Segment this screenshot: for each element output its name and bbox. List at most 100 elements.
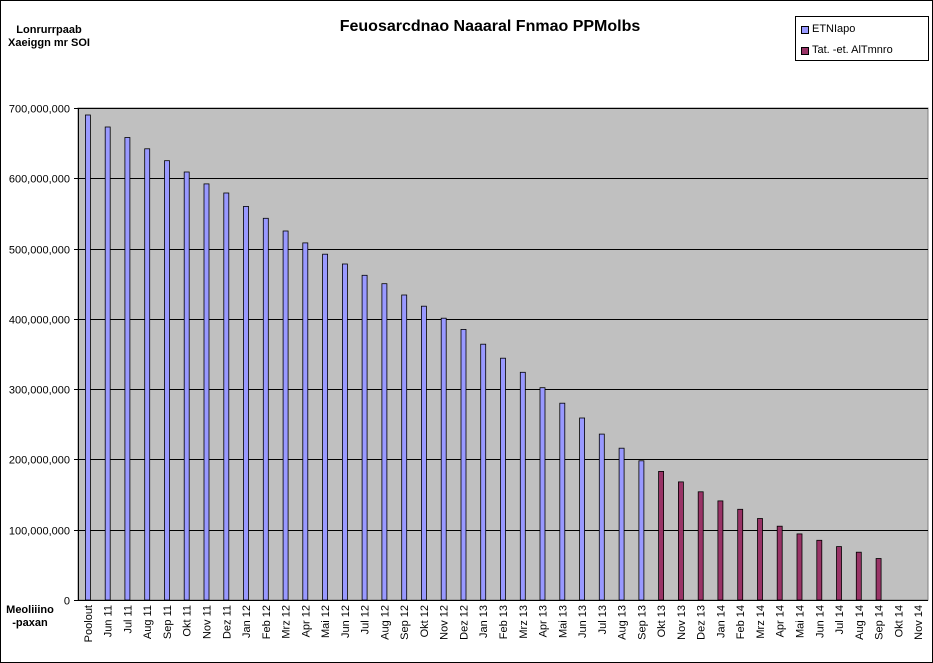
x-tick-label: Okt 12 <box>419 605 431 637</box>
y-axis-label: Lonrurrpaab Xaeiggn mr SOI <box>8 24 90 49</box>
y-tick-label: 500,000,000 <box>9 245 70 257</box>
bar-series-1-jul-11 <box>124 137 131 601</box>
x-tick-label: Aug 14 <box>854 605 866 640</box>
y-tick-label: 700,000,000 <box>9 104 70 116</box>
x-tick-label: Nov 12 <box>439 605 451 640</box>
x-tick-label: Feb 12 <box>261 605 273 639</box>
legend-item-series-2: Tat. -et. AlTmnro <box>801 44 893 56</box>
x-tick-label: Jan 14 <box>715 605 727 638</box>
y-tick-label: 200,000,000 <box>9 455 70 467</box>
x-tick-label: Sep 14 <box>874 605 886 640</box>
bar-series-2-aug-14 <box>855 551 862 601</box>
x-tick-label: Sep 11 <box>162 605 174 639</box>
bar-series-1-sep-12 <box>401 294 408 601</box>
bar-series-2-sep-14 <box>875 558 882 601</box>
x-tick-label: Jun 12 <box>340 605 352 638</box>
bar-series-1-jun-11 <box>104 126 111 601</box>
x-tick-label: Jul 12 <box>360 605 372 634</box>
x-tick-label: Apr 12 <box>300 605 312 637</box>
bar-series-1-aug-12 <box>381 283 388 601</box>
bar-series-1-jan-13 <box>480 343 487 601</box>
x-tick-label: Sep 12 <box>399 605 411 640</box>
bar-series-1-mrz-12 <box>282 230 289 601</box>
x-tick-label: Apr 13 <box>538 605 550 637</box>
x-tick-label: Feb 13 <box>498 605 510 639</box>
chart-title: Feuosarcdnao Naaaral Fnmao PPMolbs <box>339 18 641 35</box>
bar-series-2-nov-13 <box>678 481 684 601</box>
bar-series-1-okt-12 <box>420 305 427 601</box>
x-tick-label: Nov 14 <box>913 605 925 640</box>
x-tick-label: Jul 13 <box>597 605 609 634</box>
x-tick-label: Feb 14 <box>735 605 747 639</box>
bar-series-1-jun-12 <box>341 263 348 601</box>
x-tick-label: Mai 13 <box>557 605 569 638</box>
x-tick-label: Jun 13 <box>577 605 589 638</box>
bar-series-1-jul-13 <box>598 433 605 601</box>
y-tick-label: 400,000,000 <box>9 315 70 327</box>
x-tick-label: Jul 11 <box>122 605 134 634</box>
bar-series-1-apr-13 <box>539 387 546 601</box>
bar-series-1-jan-12 <box>243 205 249 601</box>
x-tick-label: Okt 13 <box>656 605 668 637</box>
bar-series-1-aug-13 <box>618 447 625 601</box>
bar-series-1-aug-11 <box>144 148 151 601</box>
x-tick-label: Mai 14 <box>795 605 807 638</box>
x-tick-label: Dez 11 <box>221 605 233 639</box>
x-tick-label: Jul 14 <box>834 605 846 634</box>
bar-series-1-mai-13 <box>559 402 566 601</box>
bar-series-1-dez-12 <box>460 328 467 601</box>
y-tick-label: 600,000,000 <box>9 174 70 186</box>
x-tick-label: Jan 12 <box>241 605 253 638</box>
x-tick-label: Dez 13 <box>696 605 708 640</box>
bar-series-1-okt-11 <box>183 171 190 601</box>
x-tick-label: Mrz 14 <box>755 605 767 639</box>
x-tick-label: Nov 13 <box>676 605 688 640</box>
bar-series-2-mrz-14 <box>757 518 763 601</box>
x-tick-label: Aug 12 <box>379 605 391 640</box>
x-tick-label: Aug 11 <box>142 605 154 639</box>
bar-series-1-jun-13 <box>579 417 585 601</box>
x-tick-label: Jun 11 <box>103 605 115 637</box>
legend: ETNIapo Tat. -et. AlTmnro <box>795 16 929 61</box>
legend-swatch-series-1 <box>801 26 809 34</box>
bar-series-1-poolout <box>85 114 91 601</box>
bar-series-1-mai-12 <box>322 253 329 601</box>
y-tick-label: 100,000,000 <box>9 526 70 538</box>
x-tick-label: Okt 14 <box>893 605 905 637</box>
x-tick-label: Mrz 13 <box>518 605 530 639</box>
bar-series-2-jan-14 <box>717 500 724 601</box>
bar-series-1-feb-13 <box>500 357 506 601</box>
x-tick-label: Mai 12 <box>320 605 332 638</box>
bar-series-1-sep-11 <box>164 160 170 601</box>
bar-series-1-nov-11 <box>203 183 210 601</box>
bar-series-1-feb-12 <box>262 217 269 601</box>
y-tick-label: 0 <box>64 596 70 608</box>
bar-series-2-feb-14 <box>737 508 744 601</box>
bar-series-2-dez-13 <box>697 491 704 601</box>
legend-swatch-series-2 <box>801 47 809 55</box>
bar-series-1-apr-12 <box>302 242 309 601</box>
bar-series-1-mrz-13 <box>519 371 526 601</box>
bar-series-2-jun-14 <box>816 539 823 601</box>
y-tick-label: 300,000,000 <box>9 385 70 397</box>
x-tick-label: Sep 13 <box>636 605 648 640</box>
x-tick-label: Apr 14 <box>775 605 787 637</box>
x-tick-label: Jan 13 <box>478 605 490 638</box>
bar-series-1-jul-12 <box>361 274 368 601</box>
bar-series-2-jul-14 <box>836 546 842 601</box>
x-tick-label: Dez 12 <box>458 605 470 640</box>
x-tick-label: Mrz 12 <box>281 605 293 639</box>
x-tick-label: Aug 13 <box>617 605 629 640</box>
legend-label-series-1: ETNIapo <box>812 23 856 35</box>
bar-series-2-apr-14 <box>776 525 783 601</box>
bar-series-2-mai-14 <box>796 533 803 601</box>
x-tick-label: Okt 11 <box>182 605 194 637</box>
bar-series-2-okt-13 <box>658 470 664 601</box>
legend-label-series-2: Tat. -et. AlTmnro <box>812 44 893 56</box>
legend-item-series-1: ETNIapo <box>801 23 856 35</box>
x-axis-label: Meoliiino -paxan <box>6 604 54 629</box>
x-tick-label: Jun 14 <box>814 605 826 638</box>
x-tick-label: Nov 11 <box>201 605 213 639</box>
x-tick-label: Poolout <box>83 605 95 642</box>
